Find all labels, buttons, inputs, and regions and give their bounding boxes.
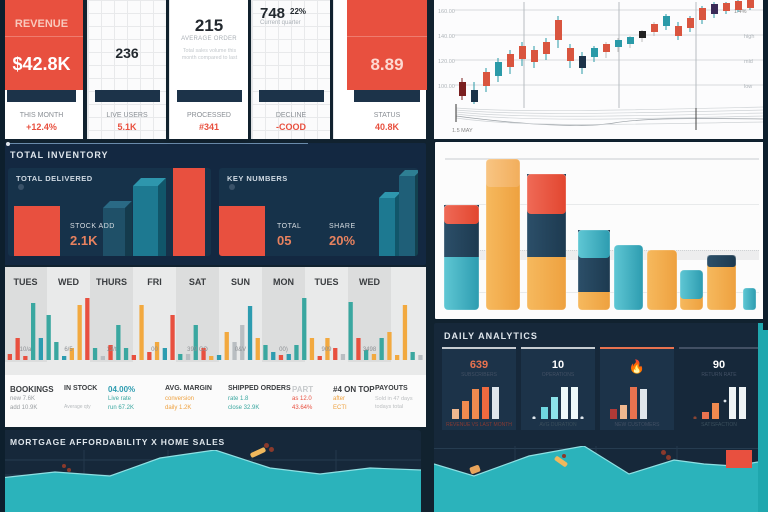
svg-text:low: low <box>744 84 752 90</box>
svg-text:120.00: 120.00 <box>438 59 455 65</box>
svg-text:100.00: 100.00 <box>438 84 455 90</box>
svg-text:1.5 MAY: 1.5 MAY <box>452 128 473 134</box>
svg-text:160.00: 160.00 <box>438 9 455 15</box>
svg-text:140.00: 140.00 <box>438 34 455 40</box>
svg-text:mid: mid <box>744 59 753 65</box>
svg-text:high: high <box>744 34 754 40</box>
